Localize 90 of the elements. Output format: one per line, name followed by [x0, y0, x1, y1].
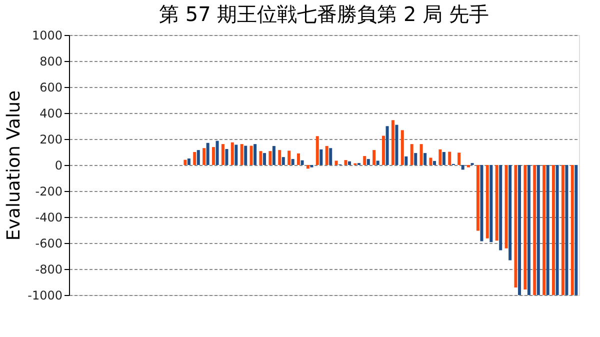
chart-title: 第 57 期王位戦七番勝負第 2 局 先手 [159, 2, 489, 26]
bar [306, 165, 310, 169]
bar [527, 165, 530, 295]
y-tick-label: -200 [35, 184, 62, 198]
bar [206, 142, 210, 165]
bar [414, 153, 418, 165]
bar [376, 160, 380, 165]
bar [268, 151, 272, 165]
bar [254, 144, 257, 165]
bar [263, 153, 266, 165]
bar [395, 124, 398, 165]
bar [429, 158, 432, 165]
bar [486, 165, 489, 238]
bar [193, 152, 196, 165]
bar [250, 146, 253, 165]
y-tick-label: -400 [35, 210, 62, 224]
y-tick-label: 0 [54, 158, 62, 172]
bar [448, 152, 452, 165]
bar [565, 165, 568, 295]
bar [184, 160, 187, 165]
bar [272, 146, 276, 165]
bar [570, 165, 574, 295]
bar [480, 165, 484, 242]
bar [230, 142, 234, 165]
bar [442, 152, 446, 165]
bar [552, 165, 555, 295]
bar [221, 144, 224, 165]
bar [533, 165, 536, 295]
bar [420, 144, 423, 165]
bar [320, 149, 323, 165]
y-tick-label: 600 [40, 80, 62, 94]
bar [278, 150, 282, 165]
bar [404, 156, 408, 165]
bar [334, 160, 338, 165]
y-tick-label: -800 [35, 262, 62, 276]
bar [291, 159, 294, 165]
bar [212, 147, 215, 165]
bar [504, 165, 508, 248]
bar [202, 148, 206, 165]
bar [363, 156, 366, 165]
bar [400, 130, 404, 165]
bar [234, 144, 238, 165]
bar [196, 150, 200, 165]
bar [259, 151, 262, 165]
bar [244, 146, 248, 165]
bar [495, 165, 498, 241]
bar [382, 136, 385, 165]
bar [344, 160, 348, 165]
bar [424, 153, 427, 165]
bar [300, 160, 304, 165]
y-tick-label: 800 [40, 54, 62, 68]
bar [490, 165, 493, 242]
bar [386, 126, 389, 165]
y-axis-title: Evaluation Value [4, 90, 25, 241]
bar [282, 157, 285, 165]
bar [329, 148, 332, 165]
bar [514, 165, 518, 288]
bar [524, 165, 527, 290]
bar [476, 165, 480, 231]
bar [240, 144, 244, 165]
bar [536, 165, 540, 295]
bar [348, 161, 351, 165]
bar [288, 150, 291, 165]
bar [325, 146, 328, 165]
y-tick-label: 400 [40, 106, 62, 120]
bar [216, 140, 219, 165]
bar [574, 165, 578, 295]
bar [508, 165, 512, 260]
bar [410, 144, 414, 165]
bar [561, 165, 564, 295]
bar [391, 120, 394, 165]
bar [542, 165, 546, 295]
bar [546, 165, 550, 295]
bar [461, 165, 464, 170]
bar [366, 159, 370, 165]
bar [438, 149, 442, 165]
bar [518, 165, 521, 295]
bar [187, 158, 190, 165]
bar [556, 165, 559, 295]
bar [499, 165, 502, 250]
bar [433, 160, 436, 165]
bar [316, 136, 319, 165]
y-tick-label: 200 [40, 132, 62, 146]
y-tick-label: -1000 [28, 288, 62, 302]
bar [297, 153, 300, 165]
y-tick-label: 1000 [32, 28, 62, 42]
y-tick-label: -600 [35, 236, 62, 250]
bar [458, 152, 461, 165]
bar [372, 150, 376, 165]
bar [225, 149, 228, 165]
